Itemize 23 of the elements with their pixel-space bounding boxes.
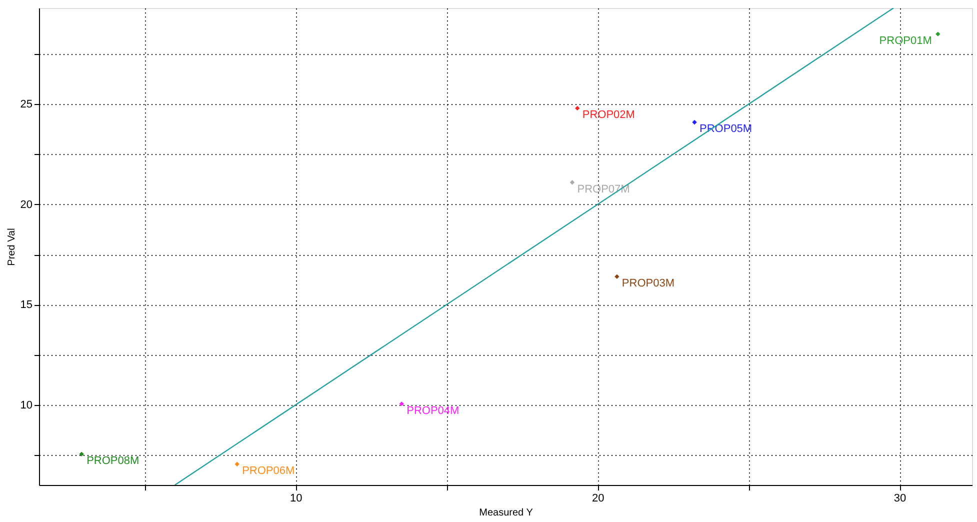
series-label: PROP03M: [622, 278, 674, 290]
x-tick-label: 10: [290, 492, 302, 504]
series-label: PROP04M: [406, 404, 460, 417]
series-label: PROP08M: [86, 455, 140, 468]
series-label: PROP01M: [879, 35, 932, 48]
x-tick-label: 20: [592, 492, 604, 504]
point: [692, 120, 697, 125]
series-label: PROP02M: [582, 109, 635, 122]
x-axis-title: Measured Y: [479, 508, 534, 518]
y-tick-label: 10: [20, 399, 32, 412]
y-tick-label: 20: [20, 198, 32, 211]
point: [614, 274, 620, 279]
point: [234, 462, 240, 466]
point: [936, 32, 940, 36]
x-tick-label: 30: [894, 492, 906, 504]
series-label: PROP06M: [242, 465, 295, 478]
point: [570, 180, 575, 185]
y-tick-label: 15: [20, 299, 32, 312]
point: [399, 401, 404, 406]
point: [575, 106, 580, 111]
point: [79, 452, 84, 456]
y-tick-label: 25: [20, 98, 32, 111]
y-axis-title: Pred Val: [6, 228, 18, 266]
